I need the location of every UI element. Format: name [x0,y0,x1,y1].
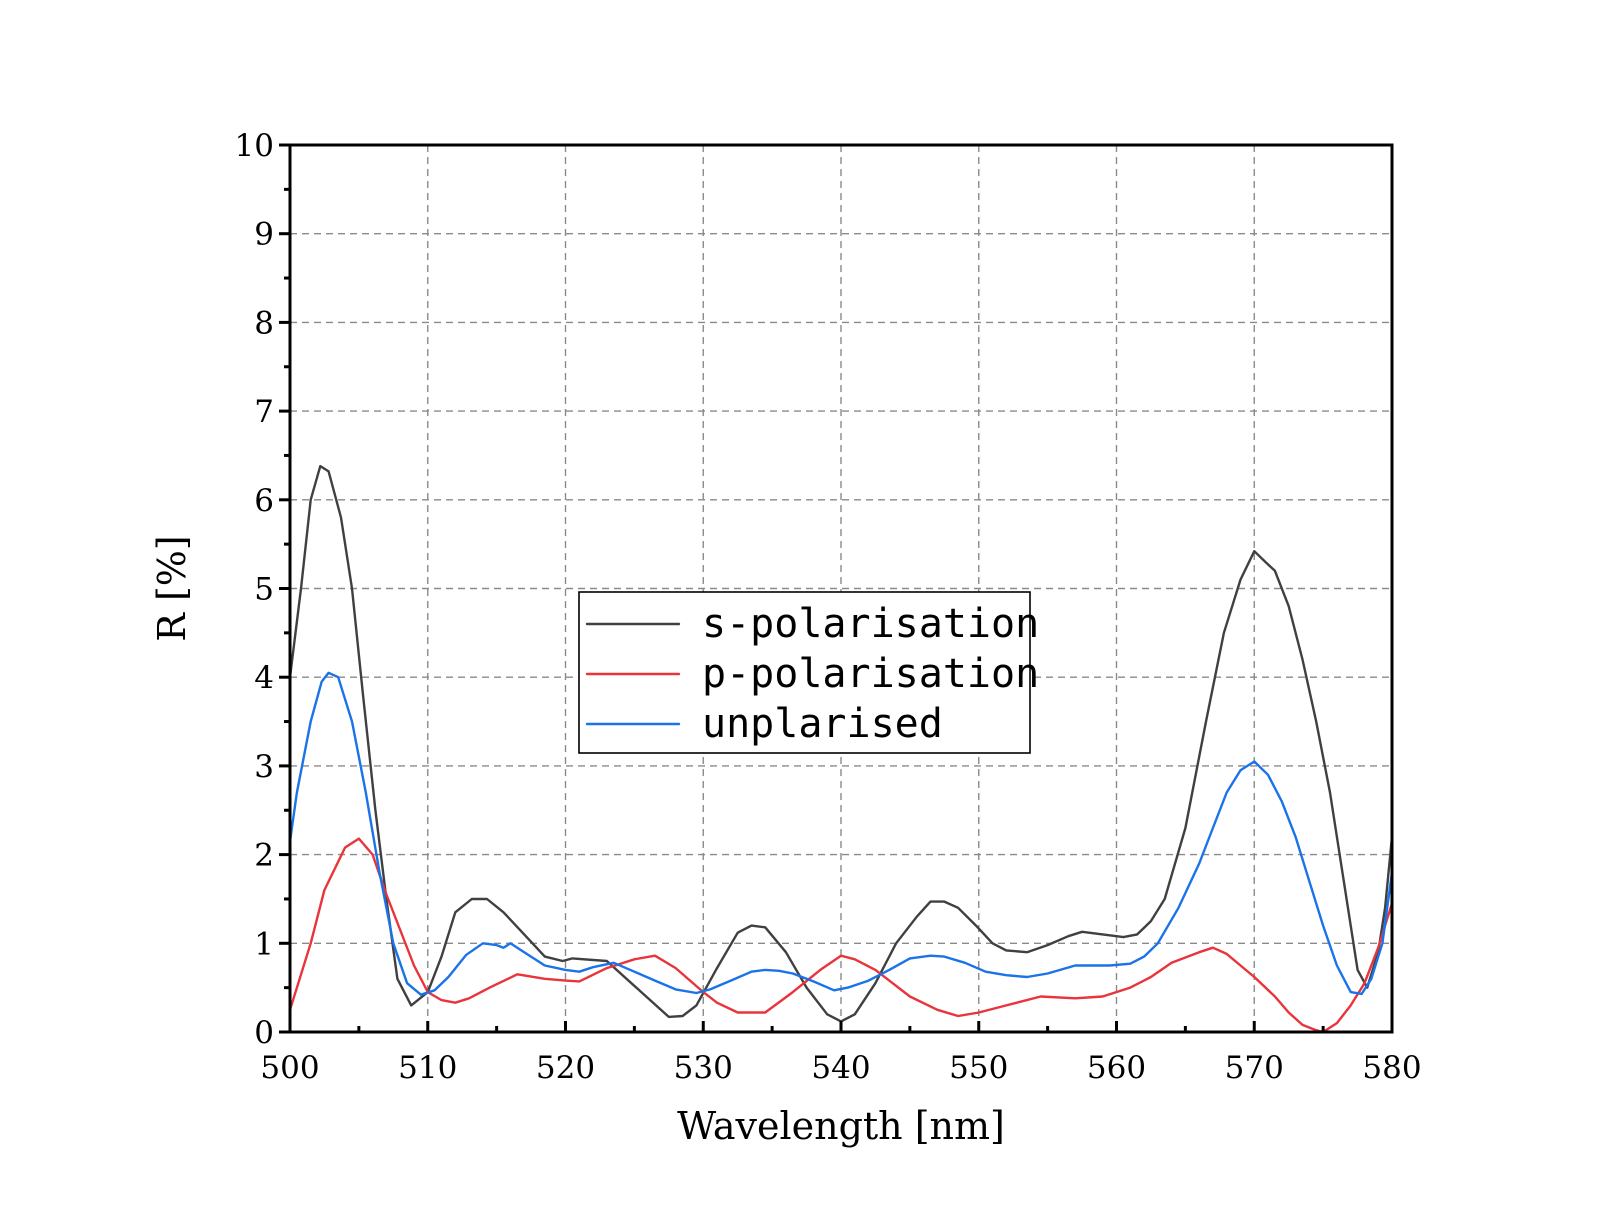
x-tick-label: 570 [1225,1050,1284,1086]
legend-label-s-polarisation: s-polarisation [702,601,1039,647]
x-tick-label: 520 [536,1050,595,1086]
x-tick-label: 580 [1362,1050,1421,1086]
x-tick-label: 540 [811,1050,870,1086]
legend-label-p-polarisation: p-polarisation [702,651,1039,697]
y-tick-label: 7 [254,394,274,430]
series-line-p-polarisation [288,837,1394,1034]
y-tick-label: 4 [254,660,274,696]
x-tick-label: 560 [1087,1050,1146,1086]
axis-ticks [279,143,1394,1034]
y-tick-label: 3 [254,749,274,785]
y-tick-label: 1 [254,926,274,962]
legend-label-unplarised: unplarised [702,701,943,747]
x-tick-label: 500 [260,1050,319,1086]
y-tick-label: 5 [254,572,274,608]
y-tick-label: 6 [254,483,274,519]
tick-labels: 500 510 520 530 540 550 560 570 580 0 1 2 3 4 5 6 7 8 9 10 [235,128,1422,1086]
y-tick-label: 0 [254,1015,274,1051]
x-tick-label: 530 [674,1050,733,1086]
series-line-unplarised [288,671,1394,996]
y-tick-label: 2 [254,838,274,874]
y-axis-title: R [%] [150,535,194,641]
grid [290,145,1392,1032]
x-tick-label: 510 [398,1050,457,1086]
y-tick-label: 9 [254,217,274,253]
y-tick-label: 8 [254,305,274,341]
x-tick-label: 550 [949,1050,1008,1086]
legend-box [578,591,1031,754]
y-tick-label: 10 [235,128,274,164]
series-lines [288,464,1394,1034]
legend: s-polarisation p-polarisation unplarised [578,591,1039,754]
series-line-s-polarisation [288,464,1394,1023]
x-axis-title: Wavelength [nm] [677,1104,1005,1148]
